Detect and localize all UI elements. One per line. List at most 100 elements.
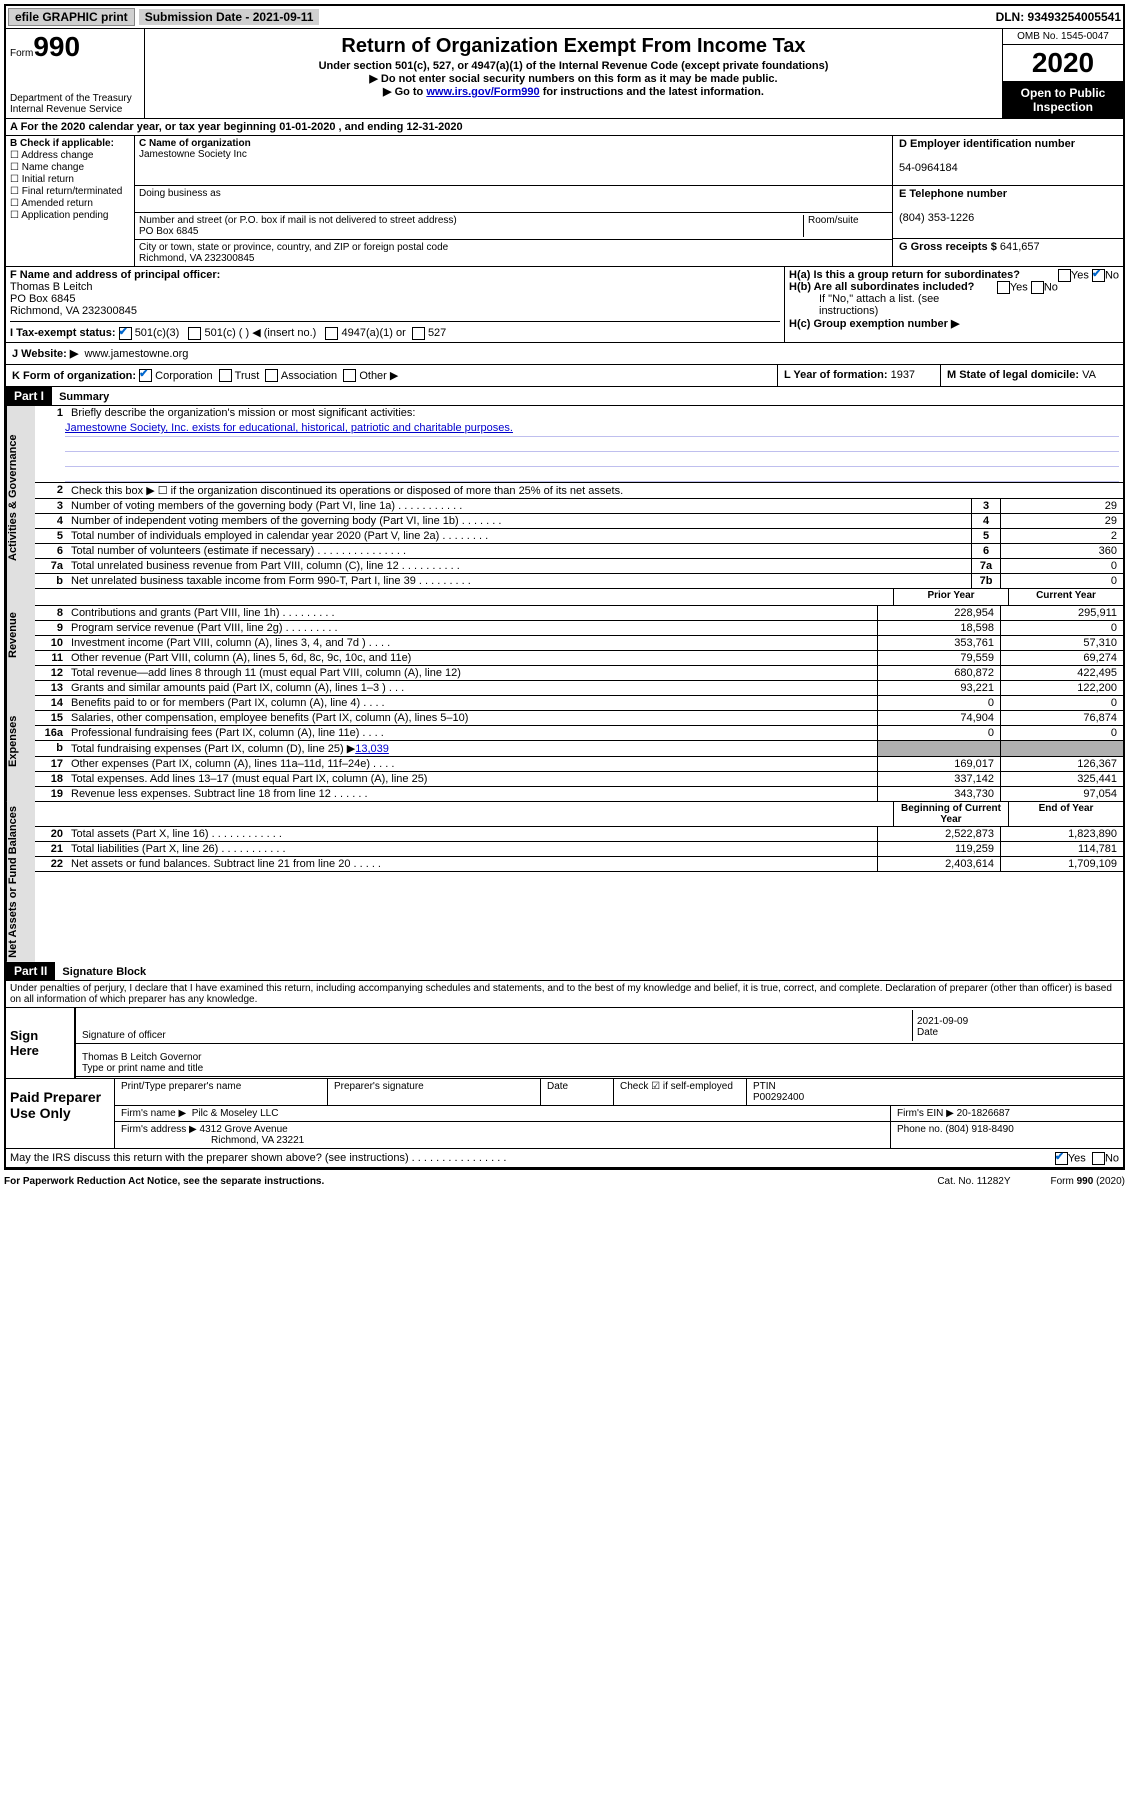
- sign-here: Sign Here Signature of officer 2021-09-0…: [6, 1008, 1123, 1079]
- form-990-container: efile GRAPHIC print Submission Date - 20…: [4, 4, 1125, 1170]
- discuss-no[interactable]: [1092, 1152, 1105, 1165]
- irs-label: Internal Revenue Service: [10, 104, 140, 115]
- line18: Total expenses. Add lines 13–17 (must eq…: [67, 772, 877, 786]
- row-a-period: A For the 2020 calendar year, or tax yea…: [6, 119, 1123, 136]
- v7b: 0: [1000, 574, 1123, 588]
- col-f: F Name and address of principal officer:…: [6, 267, 785, 342]
- vtab-netassets: Net Assets or Fund Balances: [6, 802, 35, 962]
- cb-501c[interactable]: [188, 327, 201, 340]
- d-tel: E Telephone number (804) 353-1226: [893, 186, 1123, 239]
- efile-button[interactable]: efile GRAPHIC print: [8, 8, 135, 26]
- open-inspection: Open to Public Inspection: [1003, 82, 1123, 118]
- row-j: J Website: ▶ www.jamestowne.org: [6, 343, 1123, 365]
- line22: Net assets or fund balances. Subtract li…: [67, 857, 877, 871]
- header-center: Return of Organization Exempt From Incom…: [145, 29, 1002, 118]
- irs-link[interactable]: www.irs.gov/Form990: [426, 86, 539, 98]
- line3: Number of voting members of the governin…: [67, 499, 971, 513]
- ha-yes[interactable]: [1058, 269, 1071, 282]
- vtab-revenue: Revenue: [6, 589, 35, 681]
- cb-amended[interactable]: ☐ Amended return: [10, 198, 130, 209]
- submission-date: Submission Date - 2021-09-11: [139, 9, 320, 25]
- line12: Total revenue—add lines 8 through 11 (mu…: [67, 666, 877, 680]
- prior-head: Prior Year: [893, 589, 1008, 605]
- perjury-decl: Under penalties of perjury, I declare th…: [6, 981, 1123, 1008]
- line20: Total assets (Part X, line 16) . . . . .…: [67, 827, 877, 841]
- paid-preparer: Paid Preparer Use Only Print/Type prepar…: [6, 1079, 1123, 1149]
- line14: Benefits paid to or for members (Part IX…: [67, 696, 877, 710]
- ha-no[interactable]: [1092, 269, 1105, 282]
- v5: 2: [1000, 529, 1123, 543]
- cb-assoc[interactable]: [265, 369, 278, 382]
- hc: H(c) Group exemption number ▶: [789, 317, 1119, 330]
- discuss-yes[interactable]: [1055, 1152, 1068, 1165]
- c-city: City or town, state or province, country…: [135, 240, 892, 266]
- firm-name: Firm's name ▶ Pilc & Moseley LLC: [115, 1106, 891, 1121]
- paid-prep-label: Paid Preparer Use Only: [6, 1079, 114, 1148]
- firm-ein: Firm's EIN ▶ 20-1826687: [891, 1106, 1123, 1121]
- footer-right: Form 990 (2020): [1051, 1176, 1125, 1187]
- footer-left: For Paperwork Reduction Act Notice, see …: [4, 1176, 324, 1187]
- d-ein: D Employer identification number 54-0964…: [893, 136, 1123, 186]
- cb-corp[interactable]: [139, 369, 152, 382]
- hb-no[interactable]: [1031, 281, 1044, 294]
- c-name: C Name of organization Jamestowne Societ…: [135, 136, 892, 186]
- line5: Total number of individuals employed in …: [67, 529, 971, 543]
- ptin: PTINP00292400: [747, 1079, 1123, 1105]
- header-left: Form990 Department of the Treasury Inter…: [6, 29, 145, 118]
- cb-501c3[interactable]: [119, 327, 132, 340]
- line19: Revenue less expenses. Subtract line 18 …: [67, 787, 877, 801]
- cb-name-change[interactable]: ☐ Name change: [10, 162, 130, 173]
- tax-year: 2020: [1003, 45, 1123, 82]
- cb-app-pending[interactable]: ☐ Application pending: [10, 210, 130, 221]
- row-i: I Tax-exempt status: 501(c)(3) 501(c) ( …: [10, 321, 780, 340]
- hb-note: If "No," attach a list. (see instruction…: [789, 293, 1119, 317]
- cb-other[interactable]: [343, 369, 356, 382]
- header-right: OMB No. 1545-0047 2020 Open to Public In…: [1002, 29, 1123, 118]
- part1-header: Part I Summary: [6, 387, 1123, 406]
- prep-sig-label: Preparer's signature: [328, 1079, 541, 1105]
- section-bcd: B Check if applicable: ☐ Address change …: [6, 136, 1123, 267]
- summary-governance: Activities & Governance 1 Briefly descri…: [6, 406, 1123, 589]
- line2: Check this box ▶ ☐ if the organization d…: [67, 483, 1123, 498]
- line16a: Professional fundraising fees (Part IX, …: [67, 726, 877, 740]
- current-head: Current Year: [1008, 589, 1123, 605]
- vtab-governance: Activities & Governance: [6, 406, 35, 589]
- mission: Jamestowne Society, Inc. exists for educ…: [35, 422, 1123, 483]
- omb-number: OMB No. 1545-0047: [1003, 29, 1123, 45]
- self-employed: Check ☑ if self-employed: [614, 1079, 747, 1105]
- line8: Contributions and grants (Part VIII, lin…: [67, 606, 877, 620]
- v7a: 0: [1000, 559, 1123, 573]
- form-subtitle: Under section 501(c), 527, or 4947(a)(1)…: [149, 60, 998, 72]
- ssn-note: ▶ Do not enter social security numbers o…: [149, 72, 998, 85]
- cb-527[interactable]: [412, 327, 425, 340]
- summary-netassets: Net Assets or Fund Balances Beginning of…: [6, 802, 1123, 962]
- line1: Briefly describe the organization's miss…: [67, 406, 1123, 422]
- cb-initial-return[interactable]: ☐ Initial return: [10, 174, 130, 185]
- footer: For Paperwork Reduction Act Notice, see …: [0, 1174, 1129, 1189]
- c-addr: Number and street (or P.O. box if mail i…: [135, 213, 892, 240]
- cb-final-return[interactable]: ☐ Final return/terminated: [10, 186, 130, 197]
- cb-trust[interactable]: [219, 369, 232, 382]
- v4: 29: [1000, 514, 1123, 528]
- cb-4947[interactable]: [325, 327, 338, 340]
- prep-name-label: Print/Type preparer's name: [115, 1079, 328, 1105]
- summary-expenses: Expenses 13Grants and similar amounts pa…: [6, 681, 1123, 802]
- firm-addr: Firm's address ▶ 4312 Grove Avenue Richm…: [115, 1122, 891, 1148]
- begin-head: Beginning of Current Year: [893, 802, 1008, 826]
- d-gross: G Gross receipts $ 641,657: [893, 239, 1123, 255]
- hb: H(b) Are all subordinates included? Yes …: [789, 281, 1119, 293]
- sign-here-label: Sign Here: [6, 1008, 74, 1078]
- discuss-row: May the IRS discuss this return with the…: [6, 1149, 1123, 1168]
- line21: Total liabilities (Part X, line 26) . . …: [67, 842, 877, 856]
- line7b: Net unrelated business taxable income fr…: [67, 574, 971, 588]
- form-title: Return of Organization Exempt From Incom…: [149, 35, 998, 58]
- link-note: ▶ Go to www.irs.gov/Form990 for instruct…: [149, 85, 998, 98]
- col-d: D Employer identification number 54-0964…: [893, 136, 1123, 266]
- ha: H(a) Is this a group return for subordin…: [789, 269, 1119, 281]
- dln: DLN: 93493254005541: [996, 10, 1121, 24]
- col-c: C Name of organization Jamestowne Societ…: [135, 136, 893, 266]
- line17: Other expenses (Part IX, column (A), lin…: [67, 757, 877, 771]
- cb-address-change[interactable]: ☐ Address change: [10, 150, 130, 161]
- line13: Grants and similar amounts paid (Part IX…: [67, 681, 877, 695]
- hb-yes[interactable]: [997, 281, 1010, 294]
